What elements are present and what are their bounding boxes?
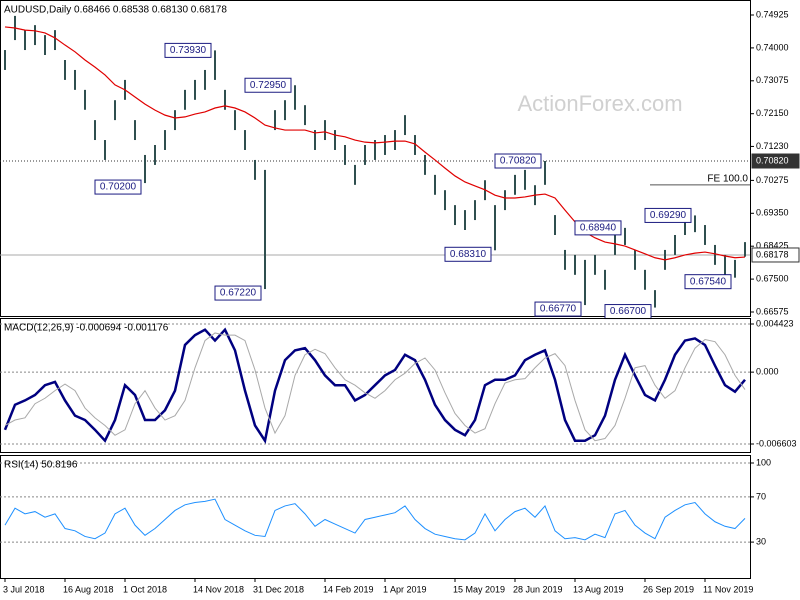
y-tick-label: 0.74000	[756, 42, 789, 52]
x-tick-label: 1 Oct 2018	[123, 584, 167, 594]
value-label: 0.66770	[540, 304, 577, 315]
x-tick-label: 26 Sep 2019	[643, 584, 694, 594]
value-label: 0.70820	[500, 156, 537, 167]
panel-title: MACD(12,26,9) -0.000694 -0.001176	[4, 323, 169, 334]
y-tick-label: 70	[756, 491, 766, 501]
x-tick-label: 16 Aug 2018	[63, 584, 114, 594]
panel-title: AUDUSD,Daily 0.68466 0.68538 0.68130 0.6…	[4, 5, 227, 16]
value-label-box	[534, 301, 582, 317]
value-label-box	[444, 246, 492, 262]
moving-average	[4, 26, 746, 261]
y-tick-label: 0.66575	[756, 306, 789, 316]
series-line	[4, 332, 746, 442]
value-label-box	[494, 153, 542, 169]
price-tag	[751, 247, 800, 263]
y-tick-label: 0.71230	[756, 141, 789, 151]
fe-label: FE 100.0	[707, 173, 748, 184]
x-tick-label: 14 Feb 2019	[323, 584, 374, 594]
y-tick-label: 0.70275	[756, 175, 789, 185]
value-label-box	[244, 77, 292, 93]
y-tick-label: -0.006603	[756, 438, 797, 448]
x-tick-label: 31 Dec 2018	[253, 584, 304, 594]
value-label-box	[94, 179, 142, 195]
x-tick-label: 15 May 2019	[453, 584, 505, 594]
y-tick-label: 0.73075	[756, 75, 789, 85]
y-tick-label: 0.000	[756, 367, 779, 377]
x-tick-label: 3 Jul 2018	[3, 584, 45, 594]
value-label: 0.68310	[450, 249, 487, 260]
y-tick-label: 0.68425	[756, 241, 789, 251]
y-tick-label: 0.69350	[756, 208, 789, 218]
value-label: 0.67220	[220, 288, 257, 299]
panel-title: RSI(14) 50.8196	[4, 460, 78, 471]
y-tick-label: 0.67500	[756, 273, 789, 283]
value-label-box	[164, 42, 212, 58]
x-tick-label: 14 Nov 2018	[193, 584, 244, 594]
value-label: 0.70200	[100, 182, 137, 193]
value-label: 0.67540	[690, 276, 727, 287]
value-label: 0.69290	[650, 210, 687, 221]
x-tick-label: 11 Nov 2019	[703, 584, 753, 594]
value-label: 0.72950	[250, 80, 287, 91]
value-label: 0.68940	[580, 223, 617, 234]
series-line	[4, 498, 746, 541]
value-label-box	[574, 220, 622, 236]
watermark: ActionForex.com	[517, 91, 682, 116]
y-tick-label: 0.004423	[756, 318, 794, 328]
panel-frame	[0, 455, 751, 579]
x-tick-label: 1 Apr 2019	[383, 584, 427, 594]
x-tick-label: 13 Aug 2019	[573, 584, 624, 594]
value-label-box	[214, 285, 262, 301]
panel-frame	[0, 318, 751, 453]
price-tag-label: 0.70820	[756, 155, 789, 165]
price-tag	[751, 153, 800, 169]
value-label-box	[684, 274, 732, 290]
x-tick-label: 28 Jun 2019	[513, 584, 563, 594]
y-tick-label: 100	[756, 457, 771, 467]
y-tick-label: 30	[756, 536, 766, 546]
value-label-box	[644, 207, 692, 223]
y-tick-label: 0.72150	[756, 108, 789, 118]
panel-frame	[0, 0, 751, 317]
value-label: 0.73930	[170, 45, 207, 56]
series-line	[3, 327, 746, 444]
y-tick-label: 0.74925	[756, 9, 789, 19]
price-tag-label: 0.68178	[756, 249, 789, 259]
value-label: 0.66700	[610, 306, 647, 317]
